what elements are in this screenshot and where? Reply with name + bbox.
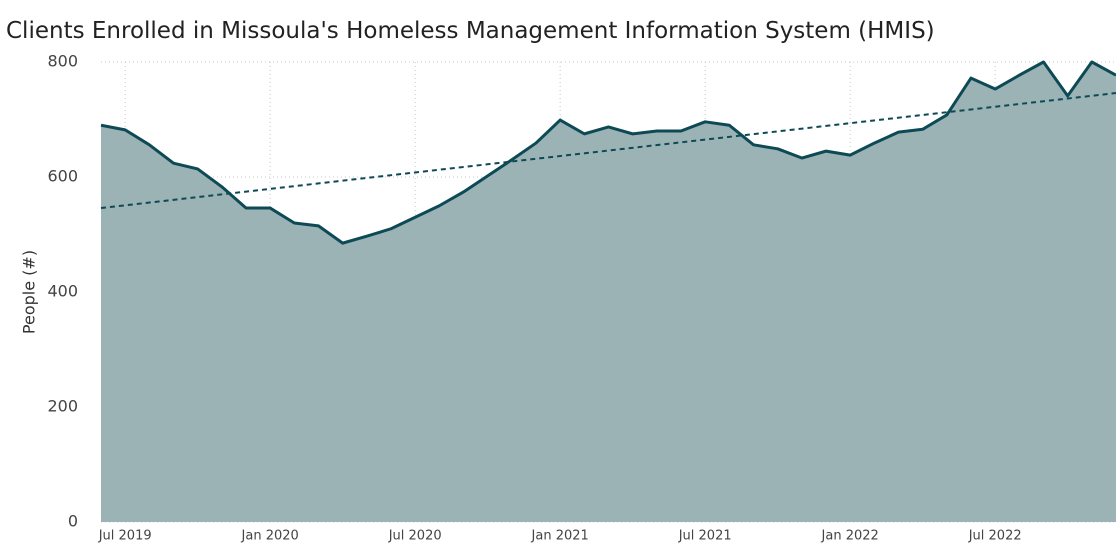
y-tick-label: 0 bbox=[68, 512, 78, 531]
x-tick-label: Jul 2019 bbox=[98, 529, 152, 543]
x-tick-label: Jan 2022 bbox=[821, 529, 879, 543]
x-tick-label: Jul 2022 bbox=[968, 529, 1022, 543]
area bbox=[101, 62, 1116, 522]
y-axis-title: People (#) bbox=[20, 250, 39, 334]
y-tick-label: 800 bbox=[47, 52, 78, 71]
y-tick-label: 600 bbox=[47, 167, 78, 186]
line bbox=[100, 60, 1116, 245]
y-tick-label: 400 bbox=[47, 282, 78, 301]
chart-title: Clients Enrolled in Missoula's Homeless … bbox=[6, 18, 935, 44]
x-tick-label: Jul 2021 bbox=[678, 529, 732, 543]
x-tick-label: Jan 2020 bbox=[241, 529, 299, 543]
y-tick-label: 200 bbox=[47, 397, 78, 416]
x-tick-label: Jul 2020 bbox=[388, 529, 442, 543]
x-tick-label: Jan 2021 bbox=[531, 529, 589, 543]
